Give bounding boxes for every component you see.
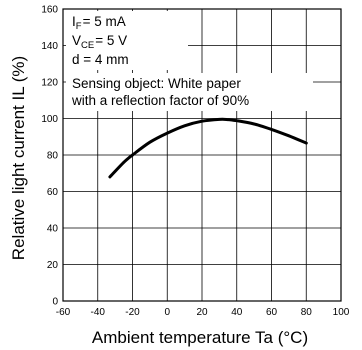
x-tick-label: 100 xyxy=(333,307,350,318)
y-axis-title: Relative light current IL (%) xyxy=(9,56,28,260)
x-tick-label: 20 xyxy=(196,307,208,318)
sensing-annotation-line2: with a reflection factor of 90% xyxy=(71,93,249,108)
x-tick-label: 40 xyxy=(231,307,243,318)
x-tick-label: 60 xyxy=(266,307,278,318)
x-tick-label: 0 xyxy=(164,307,170,318)
series-line xyxy=(108,117,308,179)
y-tick-label: 120 xyxy=(41,78,58,89)
x-tick-label: -60 xyxy=(56,307,71,318)
y-tick-label: 20 xyxy=(47,260,59,271)
x-tick-labels: -60 -40 -20 0 20 40 60 80 100 xyxy=(56,307,350,318)
distance-annotation: d = 4 mm xyxy=(72,52,129,67)
x-axis-title: Ambient temperature Ta (°C) xyxy=(92,328,308,347)
legend-box xyxy=(66,11,188,70)
y-tick-label: 0 xyxy=(52,297,58,308)
vce-annotation: VCE= 5 V xyxy=(72,33,127,51)
x-tick-label: -40 xyxy=(91,307,106,318)
y-tick-labels: 0 20 40 60 80 100 120 140 160 xyxy=(41,5,58,308)
y-tick-label: 60 xyxy=(47,187,59,198)
x-tick-label: -20 xyxy=(125,307,140,318)
sensing-annotation-line1: Sensing object: White paper xyxy=(72,76,241,91)
sensing-box xyxy=(66,73,313,111)
y-tick-label: 100 xyxy=(41,114,58,125)
y-tick-label: 140 xyxy=(41,41,58,52)
y-tick-label: 80 xyxy=(47,151,59,162)
plot-frame xyxy=(62,8,342,302)
y-tick-label: 160 xyxy=(41,5,58,16)
if-annotation: IF= 5 mA xyxy=(72,14,126,32)
x-tick-label: 80 xyxy=(301,307,313,318)
y-tick-label: 40 xyxy=(47,224,59,235)
